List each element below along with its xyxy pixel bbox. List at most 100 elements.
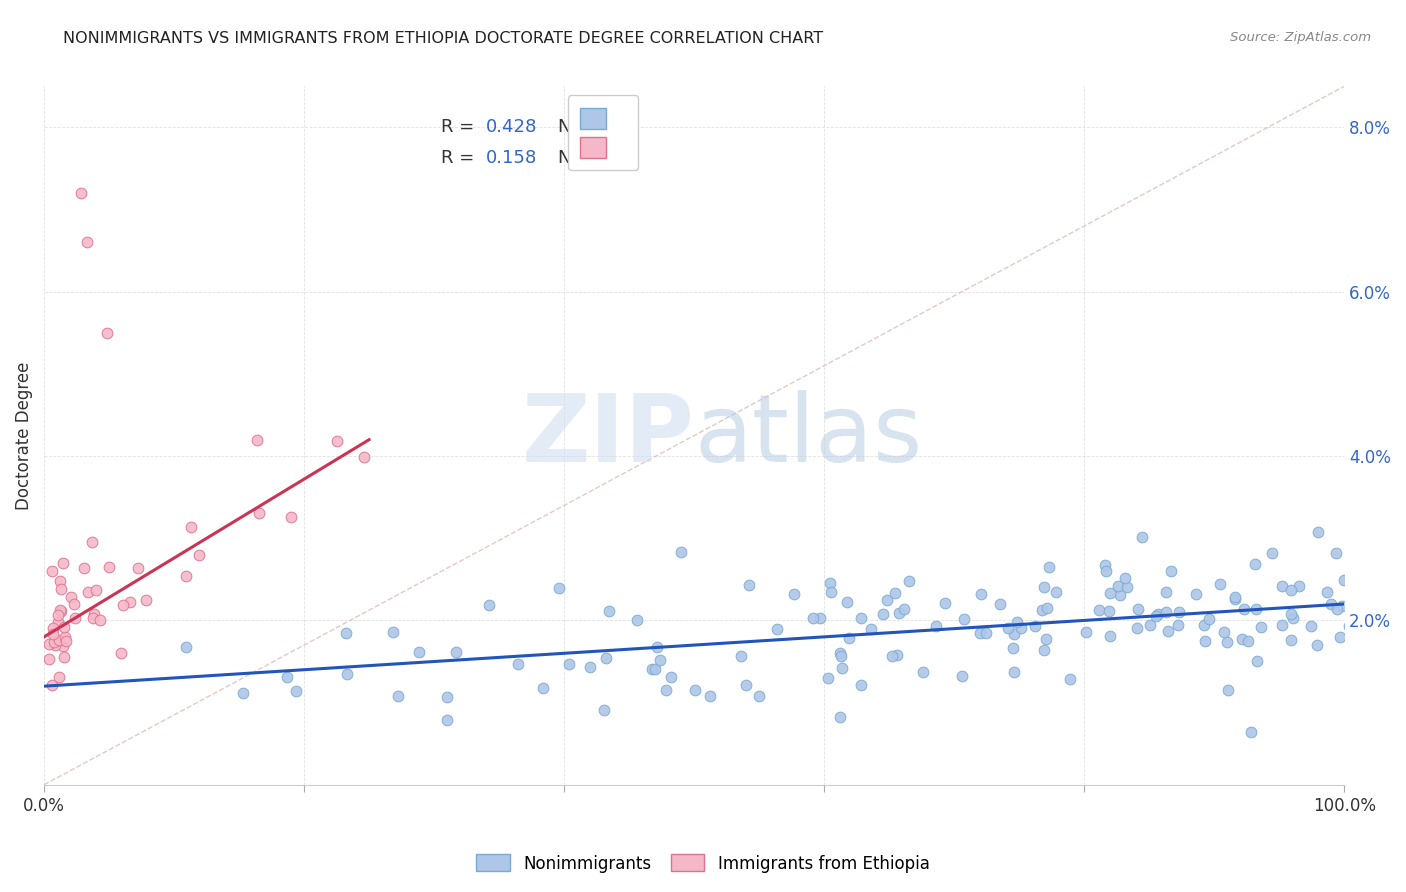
Point bbox=[336, 667, 359, 681]
Point bbox=[1184, 587, 1206, 601]
Point bbox=[969, 626, 991, 640]
Point bbox=[48, 633, 70, 648]
Point bbox=[326, 434, 349, 449]
Point bbox=[655, 683, 678, 698]
Point bbox=[548, 581, 571, 595]
Point bbox=[783, 587, 806, 601]
Text: N =: N = bbox=[558, 118, 598, 136]
Point bbox=[1246, 654, 1268, 668]
Y-axis label: Doctorate Degree: Doctorate Degree bbox=[15, 361, 32, 509]
Point bbox=[52, 620, 75, 634]
Point bbox=[174, 640, 197, 655]
Point bbox=[953, 612, 976, 626]
Point bbox=[558, 657, 581, 672]
Point bbox=[247, 506, 270, 520]
Point bbox=[1218, 682, 1240, 697]
Point bbox=[55, 634, 77, 648]
Point bbox=[950, 668, 973, 682]
Point bbox=[280, 510, 302, 524]
Point bbox=[1212, 624, 1234, 639]
Point bbox=[335, 625, 357, 640]
Point bbox=[1002, 665, 1025, 679]
Point bbox=[893, 601, 915, 615]
Point bbox=[671, 545, 693, 559]
Text: R =: R = bbox=[440, 149, 479, 167]
Point bbox=[1330, 599, 1353, 613]
Point bbox=[508, 657, 530, 672]
Point bbox=[51, 582, 73, 596]
Point bbox=[1279, 607, 1302, 621]
Point bbox=[1282, 611, 1305, 625]
Point bbox=[730, 648, 752, 663]
Point bbox=[97, 560, 120, 574]
Point bbox=[626, 614, 648, 628]
Point bbox=[1250, 620, 1272, 634]
Point bbox=[436, 690, 458, 705]
Point bbox=[1316, 584, 1339, 599]
Point bbox=[1007, 615, 1029, 629]
Point bbox=[77, 584, 100, 599]
Point bbox=[872, 607, 894, 621]
Point bbox=[828, 709, 851, 723]
Point bbox=[738, 578, 761, 592]
Point bbox=[1033, 642, 1056, 657]
Point bbox=[1128, 602, 1150, 616]
Point bbox=[1036, 601, 1059, 615]
Point bbox=[246, 434, 269, 448]
Point bbox=[46, 615, 69, 629]
Point bbox=[1098, 629, 1121, 643]
Point bbox=[911, 665, 934, 680]
Point bbox=[80, 534, 103, 549]
Point bbox=[89, 613, 111, 627]
Point bbox=[820, 576, 842, 591]
Point bbox=[1237, 634, 1260, 648]
Point bbox=[174, 569, 197, 583]
Point bbox=[59, 591, 82, 605]
Point bbox=[593, 703, 616, 717]
Point bbox=[837, 594, 859, 608]
Point bbox=[1038, 560, 1060, 574]
Point bbox=[976, 625, 998, 640]
Point bbox=[111, 598, 134, 612]
Point bbox=[1299, 618, 1322, 632]
Point bbox=[1319, 597, 1341, 611]
Point bbox=[876, 593, 898, 607]
Point bbox=[53, 630, 76, 644]
Point bbox=[73, 561, 96, 575]
Point bbox=[1240, 724, 1263, 739]
Point bbox=[683, 682, 706, 697]
Point bbox=[531, 681, 554, 695]
Point bbox=[1002, 627, 1025, 641]
Point bbox=[1223, 591, 1246, 605]
Point bbox=[659, 670, 682, 684]
Point bbox=[444, 645, 467, 659]
Point bbox=[1160, 564, 1182, 578]
Point bbox=[1194, 634, 1216, 648]
Point bbox=[41, 678, 63, 692]
Point bbox=[648, 653, 671, 667]
Point bbox=[1010, 621, 1032, 635]
Point bbox=[882, 649, 904, 664]
Point bbox=[817, 671, 839, 685]
Point bbox=[84, 583, 107, 598]
Point bbox=[889, 606, 911, 620]
Text: NONIMMIGRANTS VS IMMIGRANTS FROM ETHIOPIA DOCTORATE DEGREE CORRELATION CHART: NONIMMIGRANTS VS IMMIGRANTS FROM ETHIOPI… bbox=[63, 31, 824, 46]
Point bbox=[1024, 619, 1046, 633]
Text: ZIP: ZIP bbox=[522, 390, 695, 482]
Text: 0.158: 0.158 bbox=[486, 149, 537, 167]
Point bbox=[883, 586, 905, 600]
Point bbox=[276, 670, 298, 684]
Point bbox=[1126, 621, 1149, 635]
Point bbox=[1324, 546, 1347, 560]
Point bbox=[41, 564, 63, 578]
Point bbox=[699, 689, 721, 703]
Point bbox=[49, 603, 72, 617]
Point bbox=[970, 587, 993, 601]
Point bbox=[1157, 624, 1180, 639]
Point bbox=[598, 604, 620, 618]
Point bbox=[69, 186, 91, 201]
Point bbox=[41, 621, 63, 635]
Point bbox=[1233, 601, 1256, 615]
Point bbox=[1098, 604, 1121, 618]
Point bbox=[1333, 574, 1355, 588]
